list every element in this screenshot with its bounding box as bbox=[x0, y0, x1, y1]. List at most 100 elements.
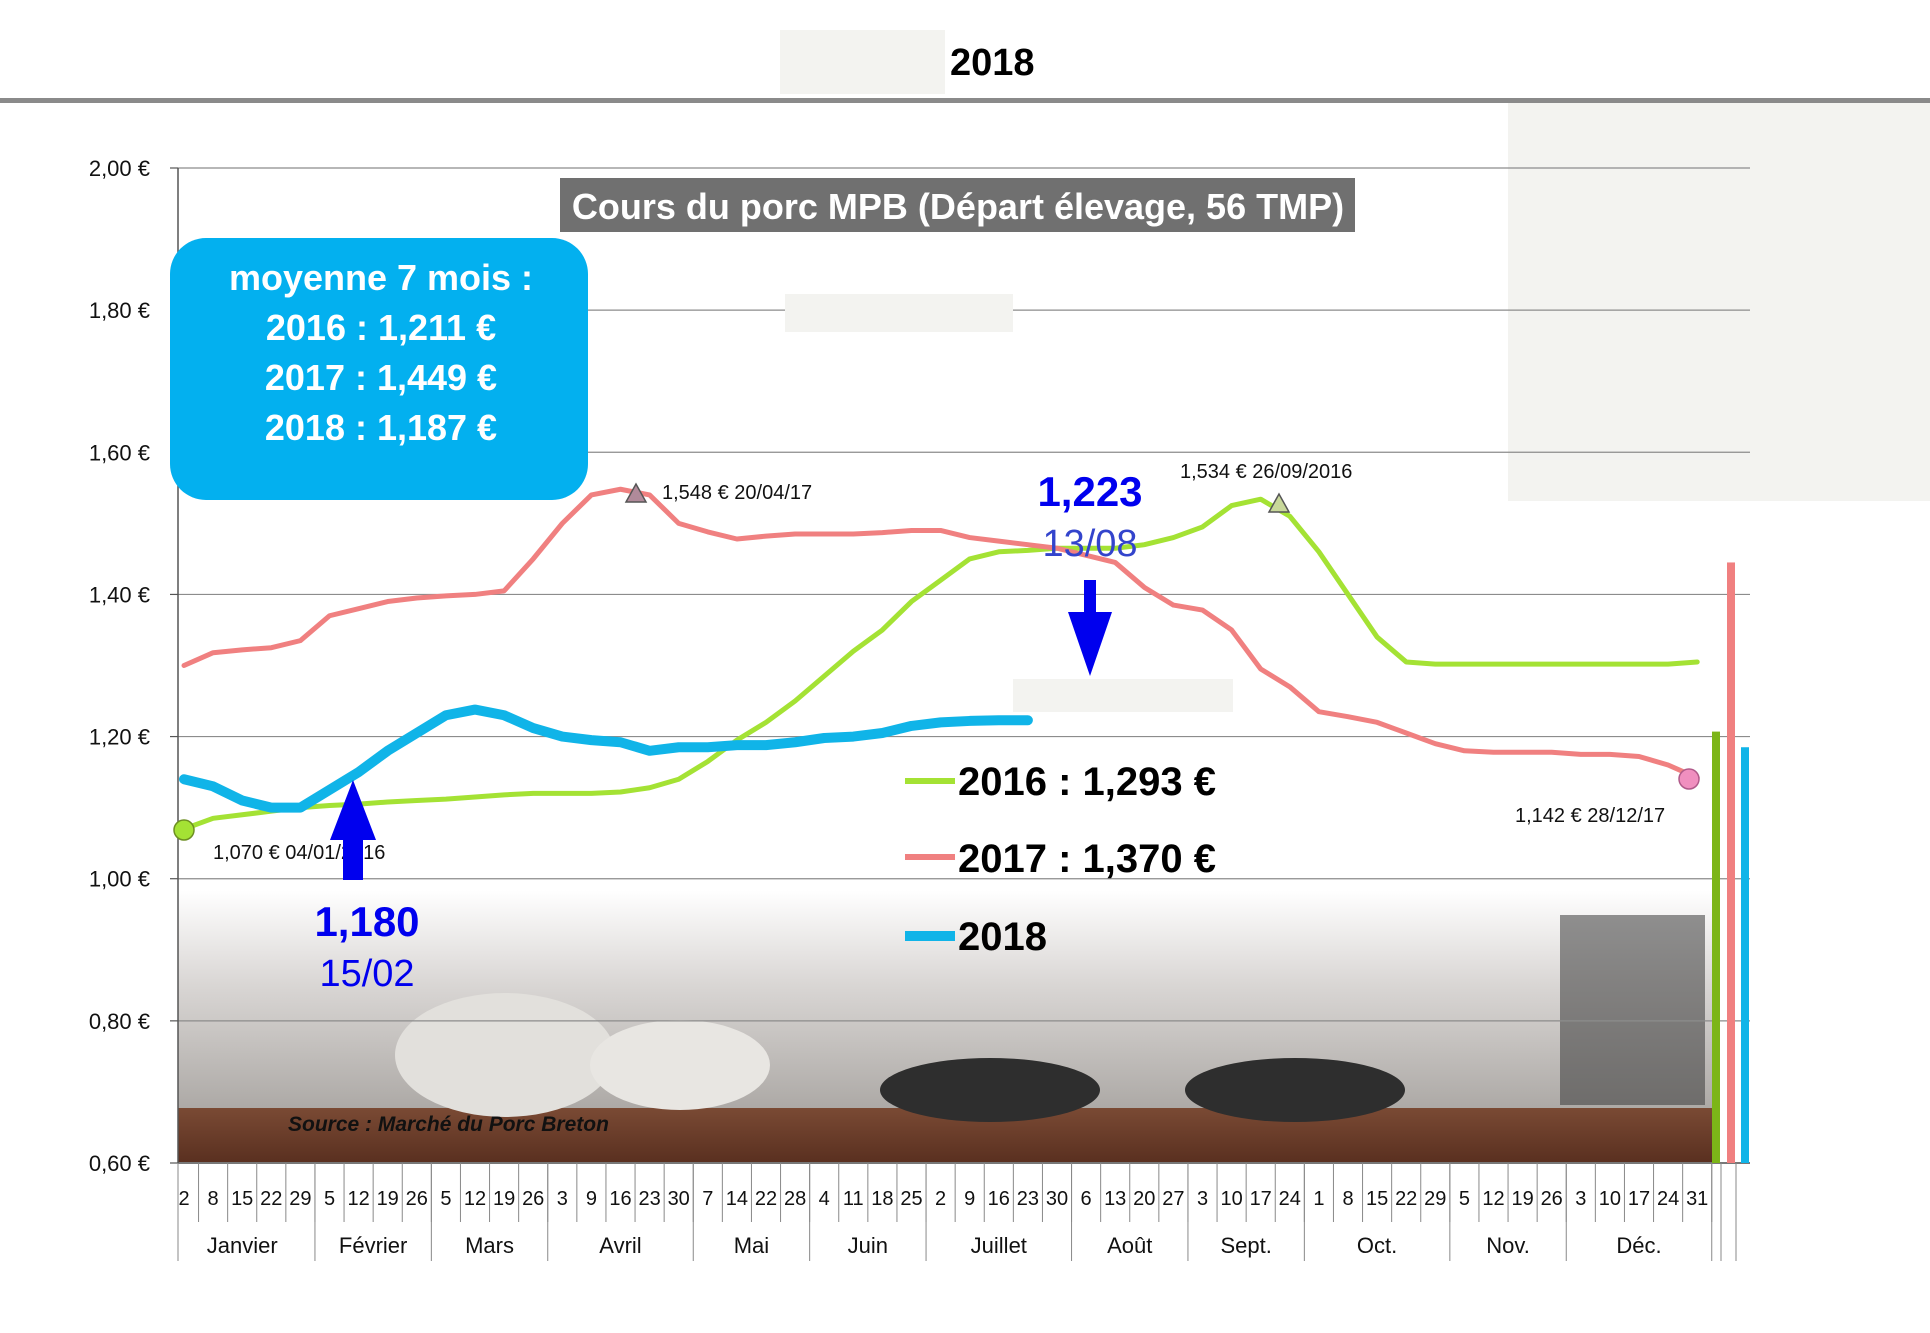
month-label: Mai bbox=[734, 1233, 769, 1258]
x-tick-label: 13 bbox=[1104, 1188, 1126, 1210]
x-tick-label: 10 bbox=[1599, 1188, 1621, 1210]
average-line: 2017 : 1,449 € bbox=[265, 357, 497, 398]
y-tick-label: 1,40 € bbox=[89, 582, 150, 607]
x-tick-label: 14 bbox=[726, 1188, 748, 1210]
average-heading: moyenne 7 mois : bbox=[229, 257, 533, 298]
redacted-area bbox=[780, 30, 945, 94]
x-tick-label: 9 bbox=[586, 1188, 597, 1210]
x-tick-label: 3 bbox=[557, 1188, 568, 1210]
month-label: Oct. bbox=[1357, 1233, 1397, 1258]
max-2016-marker bbox=[1267, 492, 1291, 513]
legend-label: 2018 bbox=[958, 915, 1047, 959]
month-label: Janvier bbox=[207, 1233, 278, 1258]
x-tick-label: 19 bbox=[493, 1188, 515, 1210]
x-tick-label: 17 bbox=[1250, 1188, 1272, 1210]
x-tick-label: 9 bbox=[964, 1188, 975, 1210]
y-axis: 2,00 € 1,80 € 1,60 € 1,40 € 1,20 € 1,00 € 0,80… bbox=[89, 156, 179, 1176]
x-tick-label: 30 bbox=[1046, 1188, 1068, 1210]
series-bar bbox=[1741, 747, 1749, 1163]
header-divider bbox=[0, 98, 1930, 103]
month-label: Juin bbox=[848, 1233, 888, 1258]
x-tick-label: 30 bbox=[668, 1188, 690, 1210]
annotation-label: 1,142 € 28/12/17 bbox=[1515, 805, 1665, 827]
right-color-bars bbox=[1712, 562, 1749, 1163]
legend: 2016 : 1,293 € 2017 : 1,370 € 2018 bbox=[905, 760, 1216, 959]
x-tick-label: 10 bbox=[1220, 1188, 1242, 1210]
x-tick-label: 29 bbox=[1424, 1188, 1446, 1210]
callout-date: 15/02 bbox=[319, 953, 414, 995]
series-lines bbox=[179, 486, 1700, 832]
series-bar bbox=[1712, 731, 1720, 1163]
y-tick-label: 1,80 € bbox=[89, 298, 150, 323]
arrow-down-icon bbox=[1068, 580, 1112, 676]
month-label: Février bbox=[339, 1233, 407, 1258]
x-tick-label: 26 bbox=[522, 1188, 544, 1210]
min-2017-marker bbox=[1678, 768, 1700, 790]
callout-value: 1,223 bbox=[1037, 468, 1142, 515]
average-box: moyenne 7 mois : 2016 : 1,211 € 2017 : 1… bbox=[170, 238, 588, 500]
min-2016-marker bbox=[173, 819, 195, 841]
annotation-label: 1,548 € 20/04/17 bbox=[662, 482, 812, 504]
arrow-up-icon bbox=[330, 780, 376, 880]
callout-high-2018: 1,223 13/08 bbox=[1037, 468, 1143, 676]
callout-value: 1,180 bbox=[314, 898, 419, 945]
y-tick-label: 0,60 € bbox=[89, 1151, 150, 1176]
redacted-area bbox=[1013, 679, 1233, 712]
x-tick-label: 12 bbox=[347, 1188, 369, 1210]
page-title: 2018 bbox=[950, 42, 1035, 84]
x-tick-label: 3 bbox=[1197, 1188, 1208, 1210]
callout-low-2018: 1,180 15/02 bbox=[314, 780, 420, 995]
x-tick-label: 8 bbox=[208, 1188, 219, 1210]
x-tick-label: 19 bbox=[1511, 1188, 1533, 1210]
x-tick-label: 24 bbox=[1657, 1188, 1679, 1210]
x-tick-label: 16 bbox=[988, 1188, 1010, 1210]
x-tick-label: 25 bbox=[900, 1188, 922, 1210]
series-line-1 bbox=[181, 496, 1700, 832]
x-tick-label: 24 bbox=[1279, 1188, 1301, 1210]
legend-label: 2017 : 1,370 € bbox=[958, 837, 1216, 881]
x-tick-label: 3 bbox=[1575, 1188, 1586, 1210]
x-tick-label: 26 bbox=[1541, 1188, 1563, 1210]
y-tick-label: 2,00 € bbox=[89, 156, 150, 181]
x-tick-label: 26 bbox=[406, 1188, 428, 1210]
background-photo bbox=[178, 890, 1713, 1162]
chart-title: Cours du porc MPB (Départ élevage, 56 TM… bbox=[572, 186, 1344, 227]
redacted-area bbox=[1508, 103, 1930, 501]
month-label: Nov. bbox=[1486, 1233, 1530, 1258]
x-tick-label: 6 bbox=[1081, 1188, 1092, 1210]
y-tick-label: 1,20 € bbox=[89, 725, 150, 750]
x-tick-label: 2 bbox=[178, 1188, 189, 1210]
series-line-3 bbox=[179, 704, 1033, 813]
x-tick-label: 23 bbox=[638, 1188, 660, 1210]
x-tick-label: 29 bbox=[289, 1188, 311, 1210]
x-tick-label: 8 bbox=[1342, 1188, 1353, 1210]
x-tick-label: 4 bbox=[819, 1188, 830, 1210]
average-line: 2018 : 1,187 € bbox=[265, 407, 497, 448]
x-tick-label: 17 bbox=[1628, 1188, 1650, 1210]
x-axis: 2 8 15 22 29 5 12 19 26 5 12 19 26 3 9 16 23 30 7 14 22 28 4 11… bbox=[177, 1162, 1750, 1261]
chart-title-bg bbox=[560, 178, 1355, 232]
annotation-label: 1,534 € 26/09/2016 bbox=[1180, 461, 1352, 483]
x-tick-label: 22 bbox=[1395, 1188, 1417, 1210]
x-tick-label: 18 bbox=[871, 1188, 893, 1210]
x-tick-label: 23 bbox=[1017, 1188, 1039, 1210]
y-tick-label: 1,00 € bbox=[89, 867, 150, 892]
x-tick-label: 15 bbox=[231, 1188, 253, 1210]
x-tick-label: 19 bbox=[377, 1188, 399, 1210]
annotation-label: 1,070 € 04/01/2016 bbox=[213, 842, 385, 864]
y-tick-label: 1,60 € bbox=[89, 440, 150, 465]
series-line-2 bbox=[181, 486, 1700, 781]
month-label: Mars bbox=[465, 1233, 514, 1258]
x-tick-label: 27 bbox=[1162, 1188, 1184, 1210]
x-tick-label: 5 bbox=[440, 1188, 451, 1210]
x-tick-label: 31 bbox=[1686, 1188, 1708, 1210]
month-label: Déc. bbox=[1616, 1233, 1661, 1258]
max-2017-marker bbox=[624, 482, 648, 503]
x-tick-label: 11 bbox=[843, 1188, 864, 1210]
month-label: Avril bbox=[599, 1233, 641, 1258]
month-label: Août bbox=[1107, 1233, 1152, 1258]
y-tick-label: 0,80 € bbox=[89, 1009, 150, 1034]
x-tick-label: 20 bbox=[1133, 1188, 1155, 1210]
callout-date: 13/08 bbox=[1042, 523, 1137, 565]
